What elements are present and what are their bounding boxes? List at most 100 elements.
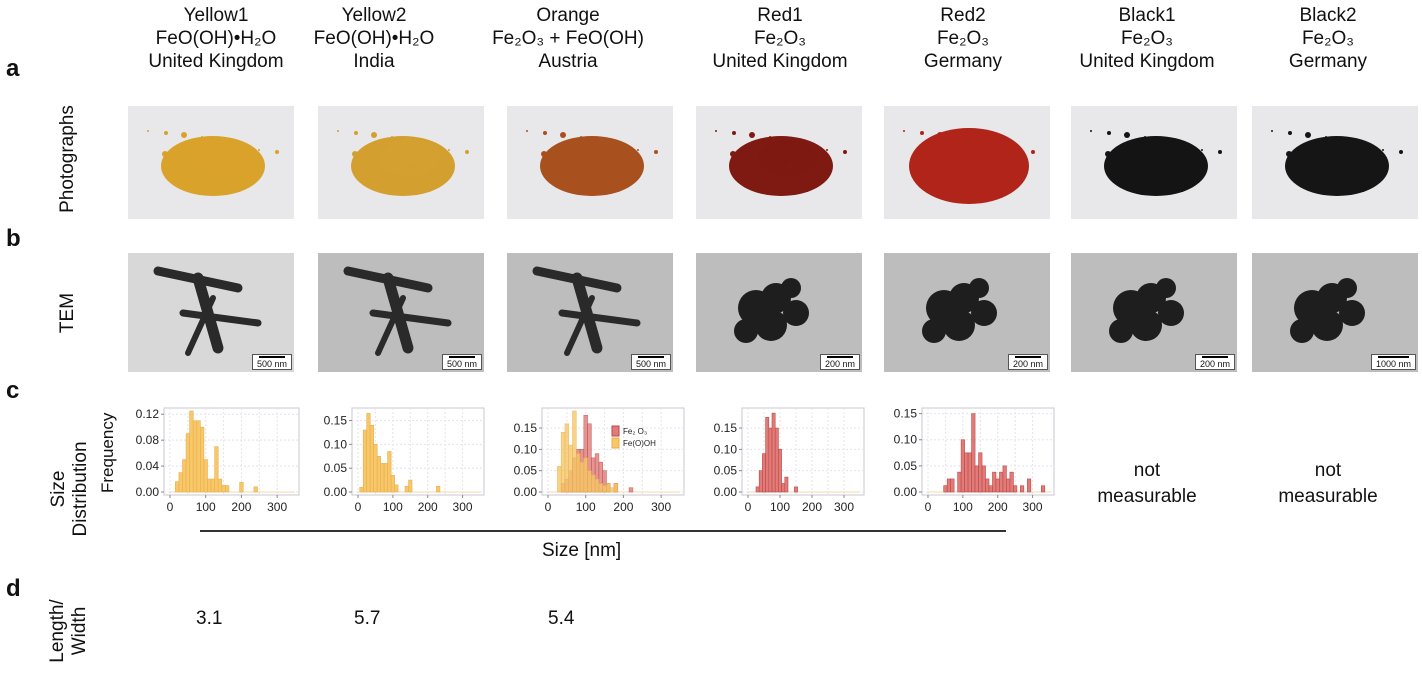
histogram-bar bbox=[781, 483, 786, 493]
powder-photo bbox=[884, 106, 1050, 219]
histogram-bar bbox=[999, 471, 1004, 493]
row-label-tem: TEM bbox=[57, 292, 78, 334]
histogram-bar bbox=[771, 412, 776, 493]
column-header: Yellow2 FeO(OH)•H₂O India bbox=[279, 4, 469, 73]
note-line-1: not bbox=[1314, 460, 1342, 481]
powder-photo bbox=[1071, 106, 1237, 219]
histogram-bar bbox=[1013, 485, 1018, 493]
x-tick-label: 200 bbox=[988, 500, 1008, 514]
histogram-bar bbox=[598, 483, 603, 493]
powder-pile-image bbox=[696, 106, 862, 219]
histogram-bar bbox=[971, 413, 976, 493]
note-line-2: measurable bbox=[1097, 486, 1197, 507]
histogram-bar bbox=[628, 487, 634, 493]
histogram-bar bbox=[387, 451, 392, 493]
row-label-size-distribution: Size Distribution bbox=[48, 434, 94, 544]
histogram-bar bbox=[594, 478, 600, 493]
sample-name: Red2 bbox=[940, 5, 986, 26]
histogram-bar bbox=[575, 453, 581, 493]
x-tick-label: 100 bbox=[383, 500, 403, 514]
histogram-bar bbox=[1020, 485, 1025, 493]
histogram-bar bbox=[376, 455, 381, 493]
powder-pile-image bbox=[884, 106, 1050, 219]
histogram-bar bbox=[579, 461, 585, 493]
sample-country: United Kingdom bbox=[712, 51, 848, 72]
x-tick-label: 200 bbox=[418, 500, 438, 514]
y-tick-label: 0.05 bbox=[514, 464, 538, 478]
y-tick-label: 0.05 bbox=[714, 464, 738, 478]
sample-formula: Fe₂O₃ + FeO(OH) bbox=[492, 28, 644, 49]
sample-formula: Fe₂O₃ bbox=[1301, 28, 1355, 49]
x-tick-label: 300 bbox=[267, 500, 287, 514]
histogram-bar bbox=[1009, 471, 1014, 493]
scale-bar: 500 nm bbox=[441, 354, 482, 370]
tem-image: 500 nm bbox=[507, 253, 673, 372]
legend-swatch-feooh bbox=[611, 437, 620, 449]
y-tick-label: 0.15 bbox=[514, 421, 538, 435]
row-label-length-width: Length/ Width bbox=[47, 586, 93, 676]
histogram-bar bbox=[359, 486, 364, 493]
histogram-bar bbox=[1040, 485, 1046, 493]
size-histogram: 0 100 200 300 0.00 0.05 0.10 0.15 bbox=[714, 407, 865, 514]
histogram-bar bbox=[964, 452, 969, 493]
powder-photo bbox=[128, 106, 294, 219]
size-histogram: 0 100 200 300 0.00 0.05 0.10 0.15 bbox=[894, 407, 1055, 514]
tem-image: 1000 nm bbox=[1252, 253, 1418, 372]
histogram-bar bbox=[768, 427, 773, 493]
legend-label-fe2o3: Fe₂ O₃ bbox=[623, 427, 647, 436]
x-tick-label: 200 bbox=[613, 500, 633, 514]
histogram-bar bbox=[774, 427, 779, 493]
histogram-bar bbox=[946, 478, 951, 493]
histogram-bar bbox=[985, 478, 990, 493]
row-label-width: Width bbox=[69, 606, 90, 656]
size-histogram: 0 100 200 300 0.00 0.05 0.10 0.15 bbox=[324, 407, 485, 514]
tem-image: 200 nm bbox=[696, 253, 862, 372]
histogram-bar bbox=[974, 465, 979, 493]
note-line-1: not bbox=[1133, 460, 1161, 481]
histogram-bar bbox=[762, 453, 766, 493]
column-header: Black2 Fe₂O₃ Germany bbox=[1233, 4, 1422, 73]
x-tick-label: 0 bbox=[545, 500, 552, 514]
column-header: Red2 Fe₂O₃ Germany bbox=[868, 4, 1058, 73]
sample-name: Black2 bbox=[1299, 5, 1357, 26]
sample-formula: FeO(OH)•H₂O bbox=[313, 28, 435, 49]
histogram-bar bbox=[1006, 478, 1011, 493]
histogram-bar bbox=[960, 439, 965, 493]
histogram-bar bbox=[613, 483, 619, 493]
x-tick-label: 200 bbox=[802, 500, 822, 514]
tem-image: 500 nm bbox=[318, 253, 484, 372]
row-label-photographs: Photographs bbox=[57, 105, 78, 213]
y-tick-label: 0.12 bbox=[136, 407, 160, 421]
histogram-bar bbox=[182, 459, 187, 493]
not-measurable-note: not measurable bbox=[1233, 458, 1422, 510]
histogram-bar bbox=[214, 446, 219, 493]
histogram-bar bbox=[943, 485, 948, 493]
sample-formula: Fe₂O₃ bbox=[1120, 28, 1174, 49]
y-tick-label: 0.00 bbox=[324, 485, 348, 499]
x-tick-label: 100 bbox=[196, 500, 216, 514]
x-tick-label: 300 bbox=[834, 500, 854, 514]
y-tick-label: 0.05 bbox=[324, 461, 348, 475]
scale-bar: 500 nm bbox=[251, 354, 292, 370]
histogram-bar bbox=[380, 463, 385, 493]
histogram-bar bbox=[950, 478, 955, 493]
x-tick-label: 0 bbox=[745, 500, 752, 514]
histogram-bar bbox=[436, 485, 441, 493]
powder-pile-image bbox=[318, 106, 484, 219]
x-tick-label: 100 bbox=[953, 500, 973, 514]
histogram-bar bbox=[568, 444, 573, 493]
sample-name: Black1 bbox=[1118, 5, 1176, 26]
y-tick-label: 0.08 bbox=[136, 433, 160, 447]
tem-particles bbox=[153, 266, 262, 356]
histogram-bar bbox=[981, 465, 986, 493]
length-width-ratio: 3.1 bbox=[196, 608, 223, 629]
histogram-bar bbox=[758, 470, 763, 493]
tem-image: 500 nm bbox=[128, 253, 294, 372]
sample-name: Orange bbox=[536, 5, 600, 26]
histogram-bar bbox=[192, 420, 198, 493]
size-histogram: 0 100 200 300 0.00 0.05 0.10 0.15 Fe₂ O₃ Fe(O)OH bbox=[514, 407, 685, 514]
column-header: Orange Fe₂O₃ + FeO(OH) Austria bbox=[473, 4, 663, 73]
histogram-bar bbox=[978, 452, 983, 493]
x-tick-label: 300 bbox=[651, 500, 671, 514]
x-tick-label: 0 bbox=[925, 500, 932, 514]
